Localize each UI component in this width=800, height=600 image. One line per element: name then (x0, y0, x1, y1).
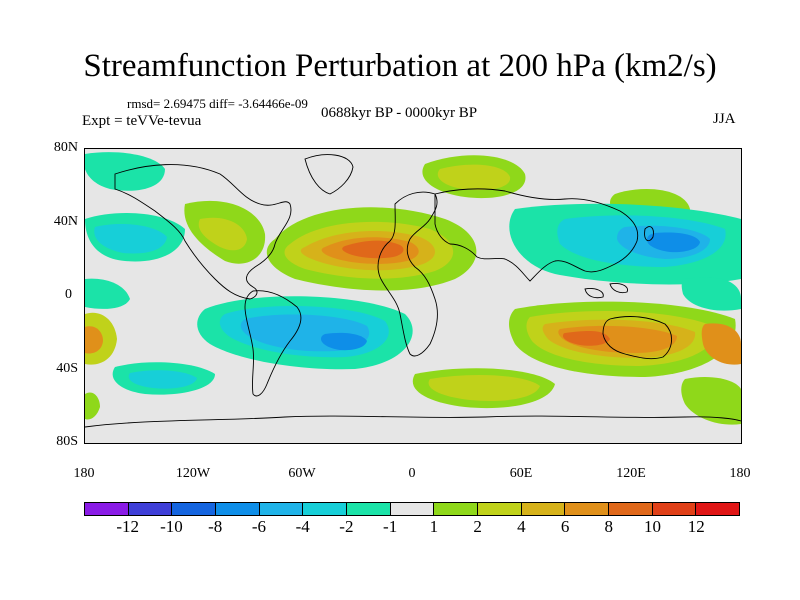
colorbar-label: 2 (473, 517, 482, 536)
colorbar-swatch (478, 503, 522, 515)
colorbar-label: -2 (339, 517, 354, 536)
lon-label: 0 (408, 466, 416, 481)
colorbar-label: -4 (295, 517, 310, 536)
colorbar-swatch (172, 503, 217, 515)
lat-label: 40S (56, 361, 78, 376)
colorbar-swatch (128, 503, 173, 515)
contour-map (84, 148, 742, 444)
colorbar-swatch (390, 503, 435, 515)
colorbar-swatch (521, 503, 566, 515)
colorbar-label: -6 (251, 517, 266, 536)
colorbar-swatch (259, 503, 304, 515)
colorbar (84, 502, 740, 516)
lat-label: 80S (56, 434, 78, 449)
lon-label: 60W (288, 466, 316, 481)
colorbar-label: -12 (116, 517, 140, 536)
plot-title: Streamfunction Perturbation at 200 hPa (… (83, 48, 717, 84)
colorbar-swatch (434, 503, 479, 515)
map-svg (85, 152, 741, 428)
colorbar-swatch (347, 503, 391, 515)
colorbar-label: 4 (517, 517, 526, 536)
colorbar-swatch (565, 503, 610, 515)
lat-label: 0 (65, 287, 72, 302)
colorbar-label: 6 (560, 517, 570, 536)
experiment-label: Expt = teVVe-tevua (82, 113, 202, 129)
lat-label: 40N (53, 214, 78, 229)
lon-label: 60E (509, 466, 533, 481)
colorbar-label: 8 (604, 517, 614, 536)
contour-fill-layer (85, 152, 741, 425)
colorbar-swatch (696, 503, 740, 515)
colorbar-swatch (303, 503, 348, 515)
colorbar-label: 12 (687, 517, 705, 536)
colorbar-label: -1 (383, 517, 398, 536)
colorbar-swatch (609, 503, 653, 515)
season-label: JJA (713, 111, 736, 127)
colorbar-label: -10 (160, 517, 183, 536)
colorbar-label: 10 (644, 517, 662, 536)
lon-label: 120E (616, 466, 646, 481)
colorbar-label: 1 (429, 517, 439, 536)
period-label: 0688kyr BP - 0000kyr BP (321, 105, 478, 121)
lon-label: 180 (729, 466, 751, 481)
coastline-layer (85, 154, 741, 428)
colorbar-swatch (652, 503, 697, 515)
colorbar-label: -8 (208, 517, 223, 536)
lat-label: 80N (53, 140, 78, 155)
lon-label: 180 (73, 466, 95, 481)
lon-label: 120W (175, 466, 211, 481)
colorbar-swatch (85, 503, 129, 515)
colorbar-swatch (216, 503, 260, 515)
stats-label: rmsd= 2.69475 diff= -3.64466e-09 (127, 96, 308, 111)
